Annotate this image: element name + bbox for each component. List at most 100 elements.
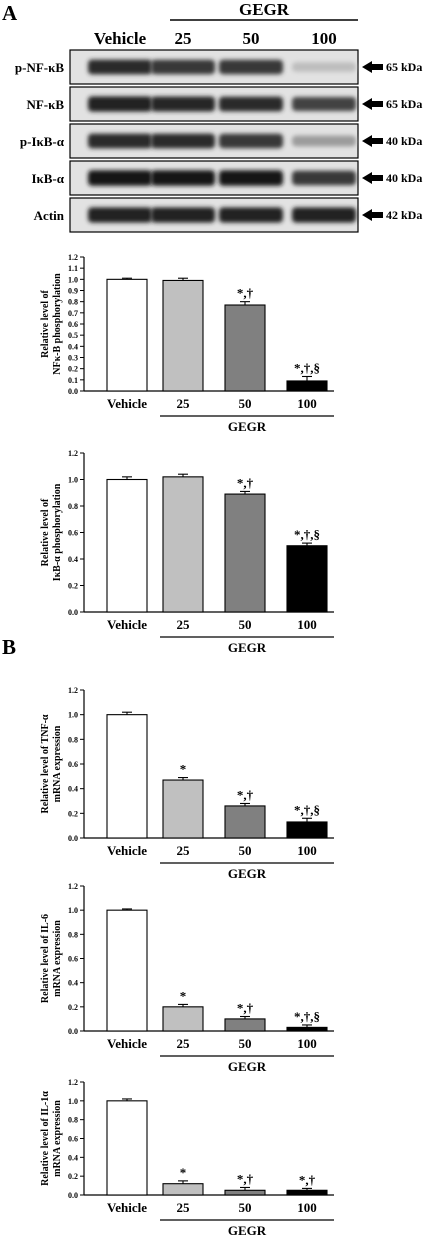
y-axis-label: Relative level of: [40, 289, 51, 357]
y-tick-label: 0.6: [68, 760, 78, 769]
y-tick-label: 1.2: [68, 1078, 78, 1087]
panel-letter-b: B: [2, 635, 16, 659]
bar-chart: 0.0 0.1 0.2 0.3 0.4 0.5 0.6 0.7 0.8 0.9 1.0 1.1 1.2 R…: [40, 253, 334, 434]
blot-row-label: NF-κB: [26, 97, 64, 112]
arrow-left-icon: [362, 61, 383, 73]
blot-band: [151, 59, 215, 75]
bar-chart: 0.0 0.2 0.4 0.6 0.8 1.0 1.2 Relative level of Iκ…: [40, 449, 334, 655]
bar: [286, 1189, 328, 1196]
y-tick-label: 1.2: [68, 449, 78, 458]
bar: [224, 304, 266, 392]
y-tick-label: 1.0: [68, 1097, 78, 1106]
blot-row-kda: 65 kDa: [386, 97, 422, 111]
blot-band: [292, 207, 356, 223]
x-category-label: 50: [239, 396, 252, 411]
blot-dose-50: 50: [243, 29, 260, 48]
bar: [286, 380, 328, 392]
significance-label: *,†: [237, 1001, 254, 1016]
blot-band: [151, 96, 215, 112]
y-tick-label: 1.0: [68, 711, 78, 720]
significance-label: *: [180, 1165, 187, 1180]
y-tick-label: 0.2: [68, 582, 78, 591]
bar: [162, 1183, 204, 1196]
y-tick-label: 0.6: [68, 320, 78, 329]
bar: [162, 1006, 204, 1032]
blot-band: [292, 97, 356, 111]
x-category-label: 50: [239, 1200, 252, 1215]
y-axis-label: Relative level of IL-6: [40, 914, 51, 1003]
blot-band: [151, 133, 215, 149]
blot-band: [88, 96, 152, 112]
blot-group-label: GEGR: [239, 0, 290, 19]
bar: [224, 1018, 266, 1032]
significance-label: *: [180, 762, 187, 777]
significance-label: *,†: [299, 1172, 316, 1187]
blot-band: [219, 207, 283, 223]
significance-label: *,†,§: [294, 1009, 320, 1024]
arrow-left-icon: [362, 172, 383, 184]
bar: [162, 476, 204, 613]
group-label: GEGR: [228, 1059, 267, 1074]
bar: [106, 1100, 148, 1196]
y-tick-label: 1.2: [68, 686, 78, 695]
blot-row-kda: 40 kDa: [386, 171, 422, 185]
arrow-left-icon: [362, 98, 383, 110]
y-tick-label: 0.4: [68, 1153, 78, 1162]
y-tick-label: 0.9: [68, 287, 78, 296]
y-tick-label: 1.1: [68, 264, 78, 273]
y-tick-label: 0.2: [68, 365, 78, 374]
y-tick-label: 0.2: [68, 1172, 78, 1181]
bar-chart: 0.0 0.2 0.4 0.6 0.8 1.0 1.2 Relative level of I…: [40, 882, 334, 1074]
blot-row: IκB-α 40 kDa: [31, 160, 422, 196]
blot-band: [88, 170, 152, 186]
blot-band: [151, 207, 215, 223]
blot-band: [219, 96, 283, 112]
significance-label: *,†: [237, 286, 254, 301]
bar: [224, 1189, 266, 1196]
blot-band: [292, 135, 356, 147]
blot-dose-25: 25: [175, 29, 192, 48]
x-category-label: Vehicle: [107, 617, 147, 632]
x-category-label: Vehicle: [107, 1200, 147, 1215]
significance-label: *: [180, 988, 187, 1003]
arrow-left-icon: [362, 209, 383, 221]
blot-row: p-NF-κB 65 kDa: [15, 49, 422, 85]
bar-chart: 0.0 0.2 0.4 0.6 0.8 1.0 1.2 Relative level of I…: [40, 1078, 334, 1238]
arrow-left-icon: [362, 135, 383, 147]
y-axis-label: Relative level of: [40, 498, 51, 566]
bar: [106, 714, 148, 839]
bar: [224, 493, 266, 613]
blot-band: [219, 170, 283, 186]
y-tick-label: 0.0: [68, 387, 78, 396]
blot-dose-100: 100: [311, 29, 337, 48]
significance-label: *,†,§: [294, 360, 320, 375]
group-label: GEGR: [228, 419, 267, 434]
bar: [162, 779, 204, 839]
x-category-label: 100: [297, 1036, 317, 1051]
y-tick-label: 1.0: [68, 906, 78, 915]
group-label: GEGR: [228, 866, 267, 881]
x-category-label: 100: [297, 617, 317, 632]
blot-row-label: Actin: [34, 208, 65, 223]
bar: [286, 545, 328, 613]
bar: [106, 278, 148, 392]
y-tick-label: 0.4: [68, 555, 78, 564]
blot-band: [219, 59, 283, 75]
blot-row-label: p-IκB-α: [20, 134, 65, 149]
significance-label: *,†,§: [294, 527, 320, 542]
y-tick-label: 1.0: [68, 275, 78, 284]
x-category-label: 25: [177, 843, 191, 858]
y-tick-label: 0.4: [68, 979, 78, 988]
y-tick-label: 0.8: [68, 298, 78, 307]
y-tick-label: 0.5: [68, 331, 78, 340]
y-axis-label: IκB-α phosphorylation: [52, 483, 63, 581]
bar: [106, 909, 148, 1032]
bar-charts: 0.0 0.1 0.2 0.3 0.4 0.5 0.6 0.7 0.8 0.9 1.0 1.1 1.2 R…: [40, 253, 334, 1238]
x-category-label: 25: [177, 1036, 191, 1051]
blot-band: [88, 59, 152, 75]
y-tick-label: 0.1: [68, 376, 78, 385]
y-tick-label: 0.2: [68, 1003, 78, 1012]
y-tick-label: 0.0: [68, 1027, 78, 1036]
y-axis-label: Relative level of IL-1α: [40, 1091, 51, 1186]
